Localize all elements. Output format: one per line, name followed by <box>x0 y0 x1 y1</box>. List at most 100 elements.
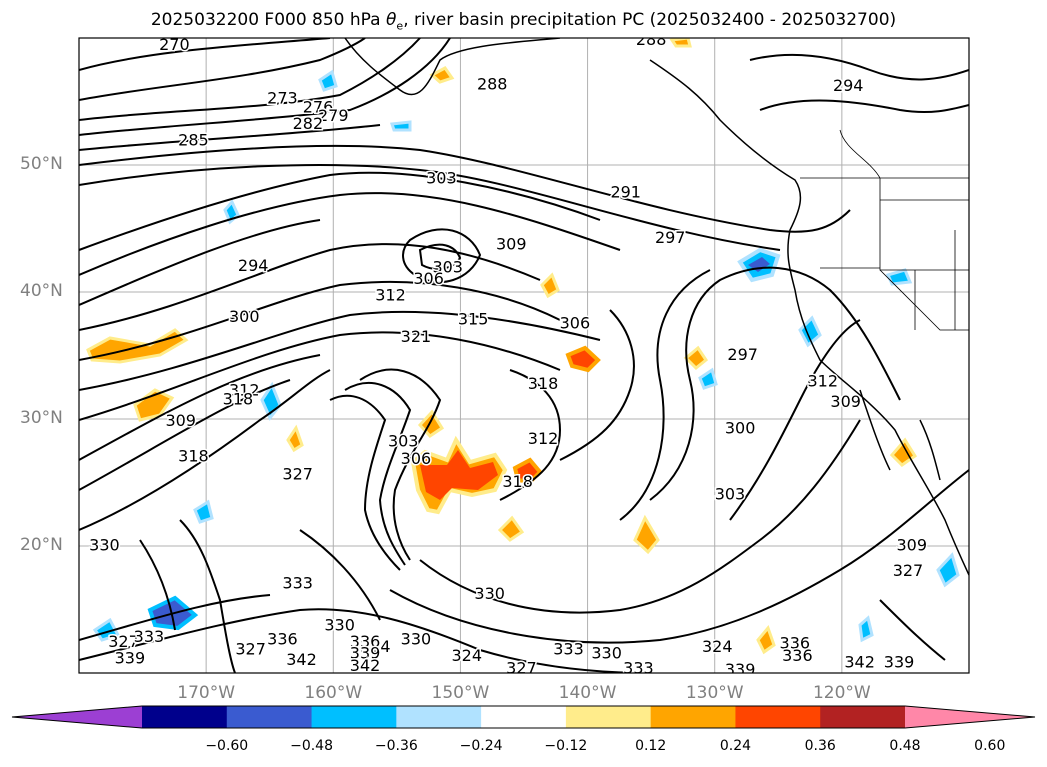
colorbar-tick-label: −0.48 <box>290 738 333 754</box>
latitude-label: 20°N <box>20 535 63 555</box>
colorbar-tick-label: 0.48 <box>889 738 921 754</box>
negative-pc-area <box>936 552 960 588</box>
contour-label: 339 <box>115 649 146 668</box>
contour-label: 339 <box>350 643 381 662</box>
colorbar-tick-label: 0.36 <box>804 738 836 754</box>
negative-pc-area <box>92 617 121 642</box>
contour-label: 327 <box>235 640 266 659</box>
contour-label: 276 <box>303 97 334 116</box>
contour-label: 336 <box>350 632 381 651</box>
contour-label: 309 <box>496 235 527 254</box>
title-theta-symbol: θ <box>386 10 397 30</box>
contour-label: 315 <box>458 309 489 328</box>
contour-label: 273 <box>267 88 298 107</box>
colorbar-tick-label: 0.60 <box>974 738 1006 754</box>
colorbar-segment <box>735 706 821 728</box>
colorbar <box>11 705 1036 729</box>
positive-pc-area <box>86 328 189 364</box>
contour-label: 336 <box>780 633 811 652</box>
contour-label: 312 <box>375 285 406 304</box>
positive-pc-core <box>420 450 498 500</box>
colorbar-tick-label: 0.12 <box>635 738 667 754</box>
contour-label: 294 <box>238 256 269 275</box>
contour-label: 291 <box>610 182 641 201</box>
positive-pc-area <box>540 272 560 299</box>
contour-label: 309 <box>165 411 196 430</box>
graticule <box>79 38 969 673</box>
contour-label: 339 <box>884 652 915 671</box>
colorbar-outline <box>11 705 1036 729</box>
longitude-label: 140°W <box>558 683 617 703</box>
colorbar-segment <box>226 706 313 728</box>
contour-label: 306 <box>560 313 591 332</box>
map-title: 2025032200 F000 850 hPa θe, river basin … <box>150 10 897 33</box>
colorbar-segment <box>565 706 652 728</box>
title-subscript: e <box>396 19 404 33</box>
longitude-label: 130°W <box>685 683 744 703</box>
state-borders <box>800 129 969 331</box>
contour-label: 330 <box>324 616 355 635</box>
contour-label: 297 <box>727 345 758 364</box>
contour-label: 330 <box>89 536 120 555</box>
negative-pc-area <box>389 120 412 132</box>
contour-label: 333 <box>623 659 654 678</box>
contour-label: 303 <box>388 431 419 450</box>
longitude-label: 150°W <box>431 683 490 703</box>
colorbar-tick-label: −0.36 <box>374 738 418 754</box>
contour-label: 330 <box>474 584 505 603</box>
contour-label: 288 <box>636 30 667 49</box>
contour-label: 318 <box>528 374 559 393</box>
colorbar-extend-min <box>12 706 142 728</box>
colorbar-extend-max <box>905 706 1035 728</box>
latitude-label: 30°N <box>20 408 63 428</box>
contour-label: 318 <box>178 447 209 466</box>
positive-pc-area <box>497 515 525 542</box>
contour-label: 339 <box>725 660 756 679</box>
latitude-label: 50°N <box>20 154 63 174</box>
contour-label: 300 <box>725 419 756 438</box>
colorbar-segment <box>142 706 228 728</box>
colorbar-tick-label: 0.24 <box>719 738 752 754</box>
contour-label: 336 <box>267 629 298 648</box>
contour-label: 333 <box>282 574 313 593</box>
contour-label: 306 <box>413 269 444 288</box>
contour-label: 294 <box>833 76 864 95</box>
contour-label: 321 <box>401 327 432 346</box>
contour-label: 318 <box>502 472 533 491</box>
contour-label: 327 <box>108 632 139 651</box>
contour-label: 333 <box>553 640 584 659</box>
contour-label: 336 <box>782 646 813 665</box>
longitude-label: 120°W <box>812 683 871 703</box>
colorbar-segment <box>820 706 906 728</box>
positive-pc-area <box>133 388 175 422</box>
positive-pc-area <box>669 38 692 48</box>
contour-label: 279 <box>318 106 349 125</box>
contour-label: 324 <box>452 646 483 665</box>
colorbar-segment <box>481 706 567 728</box>
positive-pc-area <box>889 437 918 467</box>
contour-label: 285 <box>178 130 209 149</box>
contour-label: 324 <box>360 637 391 656</box>
contour-label: 312 <box>229 381 260 400</box>
contour-label: 330 <box>401 629 432 648</box>
contour-label: 333 <box>134 627 165 646</box>
map-frame <box>78 37 970 674</box>
contour-label: 342 <box>350 656 381 675</box>
contour-label: 297 <box>655 228 686 247</box>
contour-label: 324 <box>702 637 733 656</box>
colorbar-tick-label: −0.24 <box>459 738 503 754</box>
negative-pc-area <box>318 69 338 92</box>
colorbar-segment <box>396 706 482 728</box>
contour-label: 327 <box>893 561 924 580</box>
precip-pc-shading <box>86 38 960 655</box>
positive-pc-area <box>417 409 445 438</box>
negative-pc-area <box>193 499 214 524</box>
negative-pc-area <box>698 367 718 390</box>
contour-label: 330 <box>591 643 622 662</box>
contour-label: 309 <box>897 536 928 555</box>
positive-pc-area <box>286 424 304 453</box>
longitude-label: 170°W <box>177 683 236 703</box>
